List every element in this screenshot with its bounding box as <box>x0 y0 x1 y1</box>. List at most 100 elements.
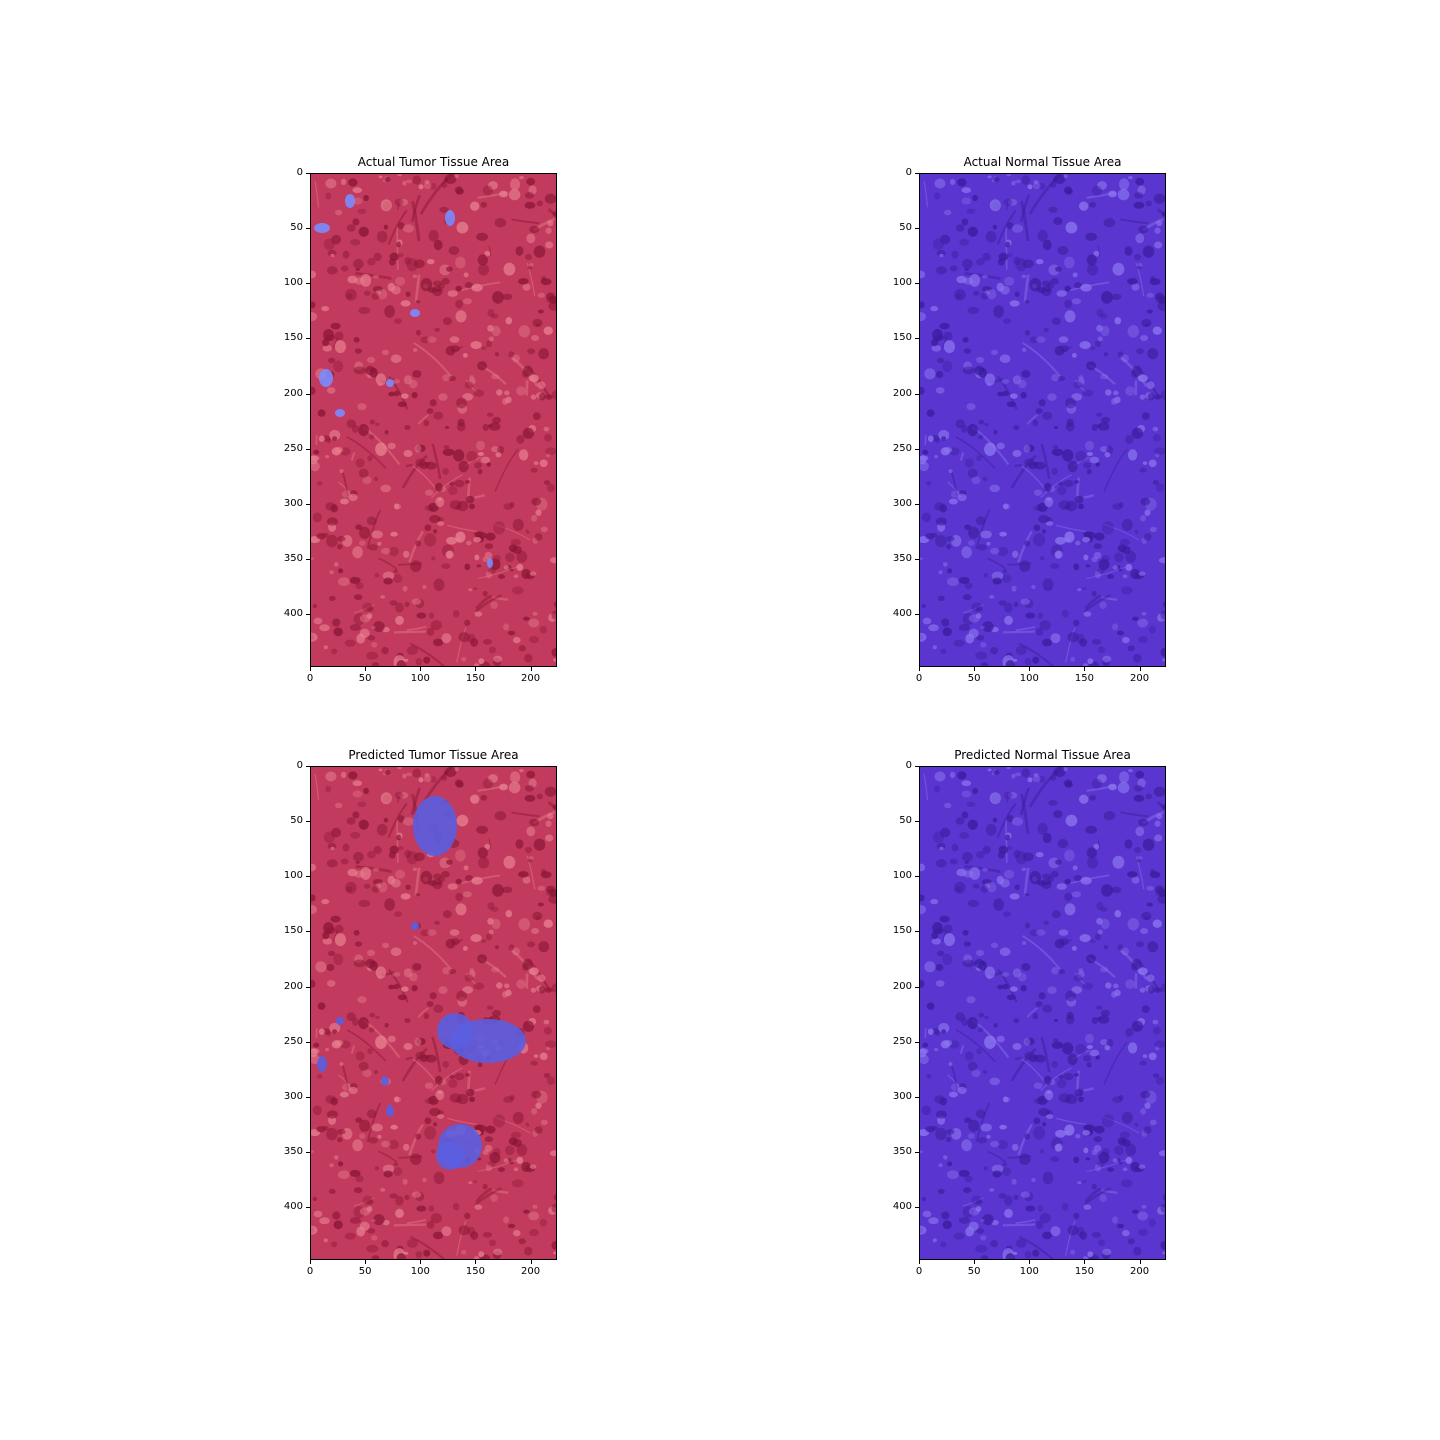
y-tick-mark <box>915 283 919 285</box>
y-tick-label: 250 <box>892 1035 912 1047</box>
y-tick-label: 250 <box>892 442 912 454</box>
y-tick-mark <box>306 338 310 340</box>
y-tick-label: 100 <box>283 277 303 289</box>
x-tick-label: 0 <box>306 673 314 684</box>
x-tick-mark <box>475 1260 477 1264</box>
y-tick-mark <box>306 876 310 878</box>
y-tick-label: 350 <box>892 552 912 564</box>
y-tick-mark <box>306 1151 310 1153</box>
x-tick-mark <box>475 667 477 671</box>
highlight-region <box>411 922 419 930</box>
y-tick-label: 350 <box>283 1145 303 1157</box>
x-tick-mark <box>530 667 532 671</box>
y-tick-label: 50 <box>290 815 303 827</box>
y-tick-label: 300 <box>283 1090 303 1102</box>
highlight-region <box>386 379 394 387</box>
tissue-image <box>310 766 557 1260</box>
y-tick-label: 250 <box>283 1035 303 1047</box>
highlight-region <box>436 1142 464 1170</box>
highlight-region <box>410 309 420 317</box>
y-tick-label: 200 <box>283 980 303 992</box>
panel-title: Predicted Normal Tissue Area <box>954 748 1131 762</box>
x-tick-mark <box>420 667 422 671</box>
highlight-region <box>381 1076 389 1086</box>
y-tick-mark <box>915 821 919 823</box>
y-tick-label: 300 <box>892 497 912 509</box>
y-tick-mark <box>915 876 919 878</box>
y-tick-mark <box>915 393 919 395</box>
y-tick-label: 300 <box>892 1090 912 1102</box>
y-tick-mark <box>915 448 919 450</box>
y-tick-label: 350 <box>283 552 303 564</box>
x-tick-mark <box>1139 667 1141 671</box>
x-tick-mark <box>1084 667 1086 671</box>
x-tick-label: 100 <box>1019 1266 1039 1277</box>
x-tick-label: 200 <box>1129 1266 1150 1277</box>
y-tick-mark <box>306 766 310 767</box>
y-tick-mark <box>306 503 310 505</box>
x-tick-mark <box>310 667 311 671</box>
y-tick-mark <box>306 393 310 395</box>
y-tick-label: 400 <box>283 608 303 620</box>
y-tick-label: 50 <box>290 222 303 234</box>
x-tick-label: 0 <box>915 673 923 684</box>
x-tick-label: 200 <box>1129 673 1150 684</box>
y-tick-mark <box>306 1041 310 1043</box>
x-tick-mark <box>974 667 976 671</box>
x-tick-mark <box>420 1260 422 1264</box>
y-tick-mark <box>915 1041 919 1043</box>
y-tick-mark <box>915 766 919 767</box>
x-tick-label: 50 <box>967 1266 981 1277</box>
y-tick-mark <box>306 448 310 450</box>
y-tick-mark <box>306 173 310 174</box>
y-tick-mark <box>915 986 919 988</box>
y-tick-label: 200 <box>892 387 912 399</box>
y-tick-label: 0 <box>296 167 303 178</box>
y-tick-label: 150 <box>283 925 303 937</box>
highlight-region <box>345 194 355 208</box>
y-tick-label: 200 <box>892 980 912 992</box>
highlight-region <box>336 1017 344 1025</box>
y-tick-mark <box>306 558 310 560</box>
y-tick-label: 0 <box>905 760 912 771</box>
y-tick-label: 100 <box>283 870 303 882</box>
x-tick-mark <box>310 1260 311 1264</box>
y-tick-mark <box>306 1096 310 1098</box>
highlight-region <box>487 558 493 568</box>
x-tick-label: 50 <box>358 1266 372 1277</box>
y-tick-mark <box>915 558 919 560</box>
y-tick-label: 50 <box>899 222 912 234</box>
highlight-region <box>437 1013 473 1049</box>
y-tick-mark <box>306 931 310 933</box>
highlight-region <box>335 409 345 417</box>
tissue-image <box>919 173 1166 667</box>
x-tick-label: 150 <box>465 1266 485 1277</box>
x-tick-label: 50 <box>967 673 981 684</box>
x-tick-mark <box>1029 667 1031 671</box>
highlight-region <box>319 369 333 387</box>
x-tick-label: 150 <box>465 673 485 684</box>
y-tick-mark <box>915 503 919 505</box>
y-tick-mark <box>306 283 310 285</box>
y-tick-label: 100 <box>892 870 912 882</box>
y-tick-mark <box>915 228 919 230</box>
y-tick-label: 150 <box>283 332 303 344</box>
y-tick-mark <box>306 1207 310 1209</box>
panel-title: Predicted Tumor Tissue Area <box>348 748 519 762</box>
y-tick-mark <box>915 1207 919 1209</box>
y-tick-label: 400 <box>892 608 912 620</box>
x-tick-mark <box>919 1260 920 1264</box>
highlight-region <box>314 223 330 233</box>
tissue-image <box>919 766 1166 1260</box>
x-tick-label: 100 <box>1019 673 1039 684</box>
y-tick-label: 50 <box>899 815 912 827</box>
x-tick-mark <box>919 667 920 671</box>
y-tick-label: 350 <box>892 1145 912 1157</box>
x-tick-mark <box>1084 1260 1086 1264</box>
x-tick-label: 100 <box>410 1266 430 1277</box>
y-tick-mark <box>306 228 310 230</box>
x-tick-mark <box>1029 1260 1031 1264</box>
y-tick-label: 0 <box>905 167 912 178</box>
x-tick-mark <box>365 667 367 671</box>
highlight-region <box>413 796 457 856</box>
